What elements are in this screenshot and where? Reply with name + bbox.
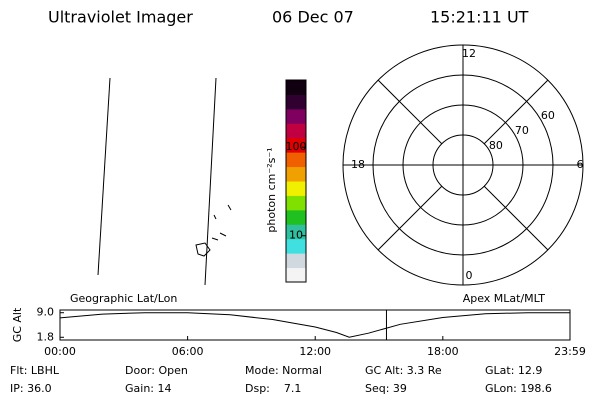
x-tick-label: 06:00	[172, 345, 204, 358]
color-segment	[286, 224, 306, 240]
color-segment	[286, 152, 306, 168]
mlt-label: 12	[462, 47, 476, 60]
footer-field: Gain: 14	[125, 382, 172, 395]
diagonal-line	[377, 79, 443, 145]
color-segment	[286, 238, 306, 254]
tick-label: 10	[289, 229, 303, 242]
x-tick-label: 18:00	[427, 345, 459, 358]
map-line	[97, 77, 111, 276]
map-line	[204, 77, 217, 286]
footer-field: GLat: 12.9	[485, 364, 542, 377]
footer-field: Flt: LBHL	[10, 364, 60, 377]
color-segment	[286, 253, 306, 269]
time: 15:21:11 UT	[430, 8, 529, 27]
footer-field: Mode: Normal	[245, 364, 322, 377]
footer-field: IP: 36.0	[10, 382, 52, 395]
x-tick-label: 23:59	[554, 345, 586, 358]
diagonal-line	[483, 185, 549, 251]
mlt-label: 6	[577, 158, 584, 171]
diagonal-line	[377, 185, 443, 251]
color-segment	[286, 80, 306, 95]
footer-field: GC Alt: 3.3 Re	[365, 364, 442, 377]
y-label: GC Alt	[11, 307, 24, 342]
plot-frame	[59, 309, 571, 341]
tick-label: 100	[286, 140, 307, 153]
color-segment	[286, 181, 306, 196]
date: 06 Dec 07	[272, 8, 354, 27]
color-segment	[286, 123, 306, 139]
color-segment	[286, 166, 306, 182]
y-tick-label: 9.0	[37, 306, 55, 319]
footer-field: Seq: 39	[365, 382, 407, 395]
color-segment	[286, 108, 306, 124]
colorbar-frame	[285, 79, 307, 283]
mlt-label: 0	[466, 269, 473, 282]
x-tick-label: 12:00	[299, 345, 331, 358]
footer-field: GLon: 198.6	[485, 382, 552, 395]
latitude-label: 70	[515, 124, 529, 137]
latitude-label: 60	[541, 109, 555, 122]
mlt-label: 18	[351, 158, 365, 171]
right-label: Apex MLat/MLT	[463, 292, 546, 305]
y-tick-label: 1.8	[37, 330, 55, 343]
colorbar-label: photon cm⁻²s⁻¹	[265, 147, 278, 232]
latitude-label: 80	[489, 139, 503, 152]
left-label: Geographic Lat/Lon	[70, 292, 177, 305]
coastline	[195, 204, 232, 257]
color-segment	[286, 209, 306, 225]
diagonal-line	[483, 79, 549, 145]
altitude-line	[59, 312, 570, 338]
x-tick-label: 00:00	[44, 345, 76, 358]
color-segment	[286, 195, 306, 211]
title: Ultraviolet Imager	[48, 8, 193, 27]
footer-field: Door: Open	[125, 364, 188, 377]
footer-field: Dsp: 7.1	[245, 382, 301, 395]
color-segment	[286, 137, 306, 153]
color-segment	[286, 94, 306, 110]
color-segment	[286, 267, 306, 283]
